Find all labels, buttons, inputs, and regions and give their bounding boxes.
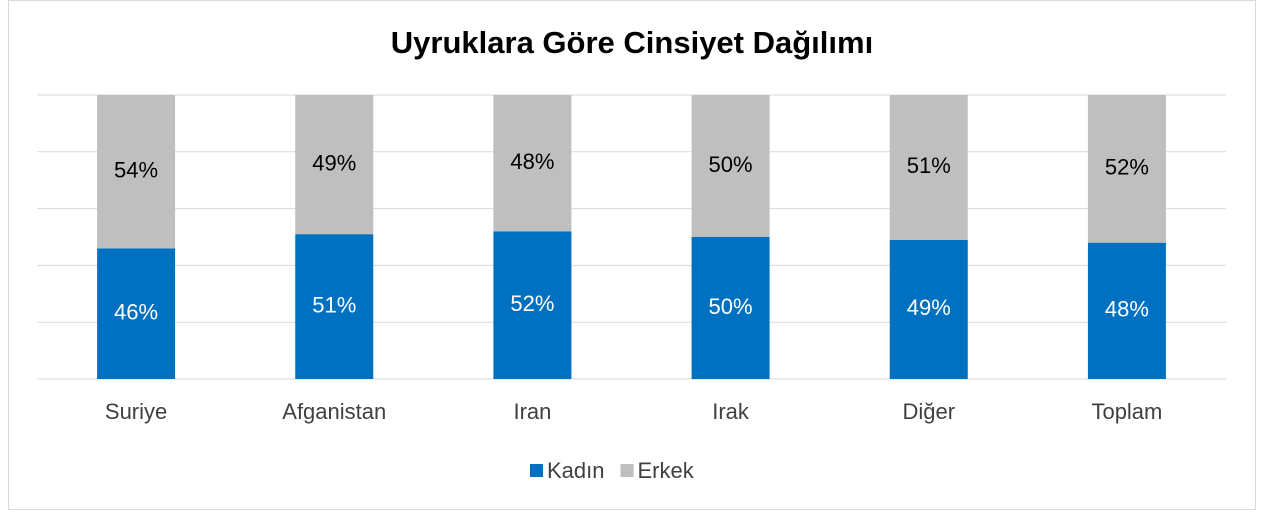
- chart-frame: [8, 0, 1256, 510]
- bar-segment: [889, 239, 968, 379]
- value-label: 54%: [114, 157, 158, 182]
- value-label: 51%: [312, 292, 356, 317]
- value-label: 46%: [114, 299, 158, 324]
- bar-segment: [97, 95, 176, 249]
- x-tick-label: Irak: [712, 399, 750, 424]
- x-tick-label: Toplam: [1091, 399, 1162, 424]
- bar-segment: [97, 248, 176, 379]
- bar-segment: [1087, 242, 1166, 379]
- bar-segment: [493, 95, 572, 232]
- value-label: 48%: [510, 149, 554, 174]
- value-label: 50%: [709, 294, 753, 319]
- bar-segment: [295, 95, 374, 235]
- x-tick-label: Iran: [513, 399, 551, 424]
- value-label: 49%: [312, 150, 356, 175]
- bar-segment: [295, 234, 374, 379]
- value-label: 52%: [1105, 155, 1149, 180]
- bar-segment: [493, 231, 572, 379]
- bar-segment: [691, 95, 770, 237]
- legend-swatch: [620, 464, 634, 477]
- legend-label: Kadın: [547, 458, 605, 483]
- x-tick-label: Diğer: [902, 399, 955, 424]
- bar-segment: [1087, 95, 1166, 243]
- legend-swatch: [530, 464, 543, 477]
- chart-title: Uyruklara Göre Cinsiyet Dağılımı: [391, 25, 873, 60]
- x-tick-label: Afganistan: [282, 399, 386, 424]
- value-label: 51%: [907, 153, 951, 178]
- value-label: 50%: [709, 152, 753, 177]
- value-label: 49%: [907, 295, 951, 320]
- x-tick-label: Suriye: [105, 399, 167, 424]
- value-label: 52%: [510, 291, 554, 316]
- value-label: 48%: [1105, 297, 1149, 322]
- legend-label: Erkek: [638, 458, 695, 483]
- bar-segment: [691, 237, 770, 379]
- bar-segment: [889, 95, 968, 240]
